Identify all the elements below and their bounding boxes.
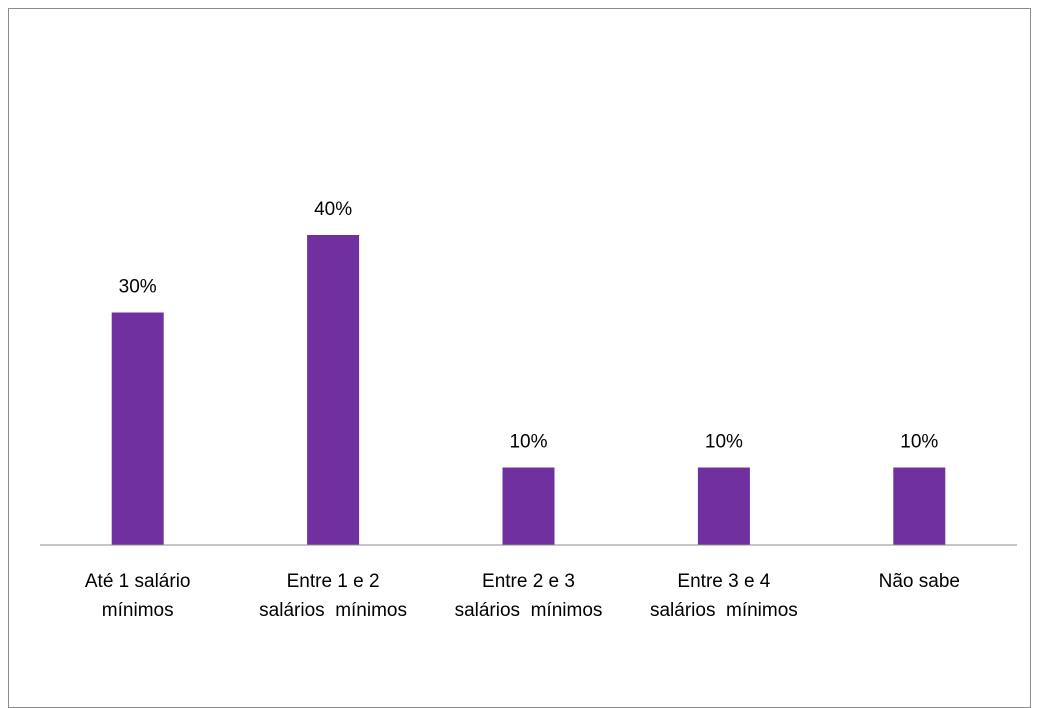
category-label-1-line-1: Até 1 salário (85, 571, 191, 592)
category-label-2-line-2: salários mínimos (259, 600, 407, 621)
bar-chart: 30% 40% 10% 10% 10% Até 1 salário mínimos Entr… (0, 0, 1041, 679)
bar-3 (503, 468, 555, 546)
category-label-4-line-2: salários mínimos (650, 600, 798, 621)
category-label-3-line-1: Entre 2 e 3 (482, 571, 575, 592)
bar-1 (112, 313, 164, 546)
bar-5 (893, 468, 945, 546)
bars-group (112, 235, 946, 545)
value-label-2: 40% (314, 199, 352, 220)
value-label-5: 10% (900, 432, 938, 453)
category-label-5-line-1: Não sabe (879, 571, 960, 592)
bar-2 (307, 235, 359, 545)
value-label-4: 10% (705, 432, 743, 453)
value-labels-group: 30% 40% 10% 10% 10% (119, 199, 939, 453)
category-labels-group: Até 1 salário mínimos Entre 1 e 2 salários … (85, 571, 960, 621)
bar-4 (698, 468, 750, 546)
category-label-2-line-1: Entre 1 e 2 (287, 571, 380, 592)
value-label-3: 10% (509, 432, 547, 453)
category-label-4-line-1: Entre 3 e 4 (677, 571, 770, 592)
value-label-1: 30% (119, 277, 157, 298)
category-label-3-line-2: salários mínimos (455, 600, 603, 621)
category-label-1-line-2: mínimos (102, 600, 174, 621)
